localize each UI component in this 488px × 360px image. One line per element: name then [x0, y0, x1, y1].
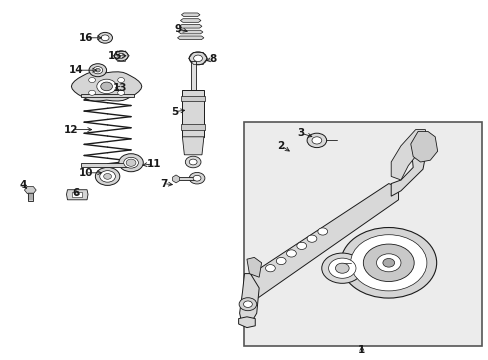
Polygon shape	[66, 190, 88, 200]
Circle shape	[89, 64, 106, 77]
Text: 16: 16	[78, 33, 93, 43]
Text: 11: 11	[146, 159, 161, 169]
Polygon shape	[181, 13, 200, 17]
Polygon shape	[180, 19, 201, 22]
Circle shape	[306, 133, 326, 148]
Polygon shape	[178, 30, 203, 34]
Polygon shape	[250, 184, 398, 299]
Polygon shape	[177, 36, 203, 40]
Circle shape	[193, 175, 201, 181]
Circle shape	[376, 254, 400, 272]
Bar	[181, 96, 204, 101]
Polygon shape	[71, 72, 142, 101]
Polygon shape	[172, 175, 179, 183]
Polygon shape	[390, 131, 427, 196]
Circle shape	[118, 53, 124, 58]
Circle shape	[193, 55, 202, 62]
Polygon shape	[239, 274, 259, 324]
Circle shape	[101, 35, 109, 41]
Bar	[244, 122, 481, 346]
Circle shape	[118, 90, 124, 95]
Bar	[173, 177, 197, 180]
Bar	[182, 90, 203, 137]
Bar	[28, 190, 33, 201]
Text: 9: 9	[175, 24, 182, 34]
Circle shape	[243, 301, 252, 307]
Circle shape	[239, 298, 256, 311]
Circle shape	[276, 257, 285, 265]
Circle shape	[95, 167, 120, 185]
Polygon shape	[246, 257, 261, 277]
Circle shape	[189, 159, 197, 165]
Text: 6: 6	[72, 188, 79, 198]
Circle shape	[97, 79, 116, 94]
Circle shape	[88, 90, 95, 95]
Text: 2: 2	[277, 141, 284, 151]
Circle shape	[321, 253, 362, 283]
Circle shape	[363, 244, 413, 282]
Bar	[81, 94, 134, 97]
Text: 7: 7	[160, 179, 167, 189]
Polygon shape	[24, 186, 36, 194]
Circle shape	[317, 228, 327, 235]
Text: 1: 1	[358, 345, 365, 355]
Polygon shape	[238, 317, 255, 328]
Circle shape	[185, 156, 201, 168]
Circle shape	[265, 265, 275, 272]
Text: 5: 5	[171, 107, 178, 117]
Circle shape	[119, 154, 143, 172]
Circle shape	[382, 258, 394, 267]
Bar	[181, 124, 204, 130]
Circle shape	[98, 32, 112, 43]
Circle shape	[311, 137, 321, 144]
Circle shape	[328, 258, 355, 278]
Text: 10: 10	[78, 168, 93, 178]
Circle shape	[126, 159, 136, 166]
Circle shape	[350, 235, 426, 291]
Bar	[81, 163, 134, 167]
Circle shape	[100, 171, 115, 182]
Circle shape	[95, 68, 100, 72]
Text: 8: 8	[209, 54, 216, 64]
Bar	[72, 192, 82, 197]
Circle shape	[118, 77, 124, 82]
Text: 12: 12	[63, 125, 78, 135]
Bar	[190, 61, 195, 90]
Polygon shape	[179, 24, 202, 28]
Circle shape	[101, 82, 112, 91]
Polygon shape	[410, 131, 437, 162]
Text: 13: 13	[112, 83, 127, 93]
Circle shape	[114, 51, 128, 61]
Circle shape	[123, 157, 138, 168]
Circle shape	[335, 263, 348, 273]
Circle shape	[340, 228, 436, 298]
Polygon shape	[182, 137, 203, 155]
Circle shape	[103, 174, 111, 179]
Text: 3: 3	[297, 128, 304, 138]
Text: 15: 15	[107, 51, 122, 61]
Circle shape	[93, 67, 102, 74]
Circle shape	[306, 235, 316, 242]
Circle shape	[296, 242, 306, 249]
Circle shape	[286, 250, 296, 257]
Polygon shape	[390, 130, 425, 180]
Text: 4: 4	[20, 180, 27, 190]
Circle shape	[189, 172, 204, 184]
Circle shape	[189, 52, 206, 65]
Circle shape	[88, 77, 95, 82]
Text: 14: 14	[68, 65, 83, 75]
